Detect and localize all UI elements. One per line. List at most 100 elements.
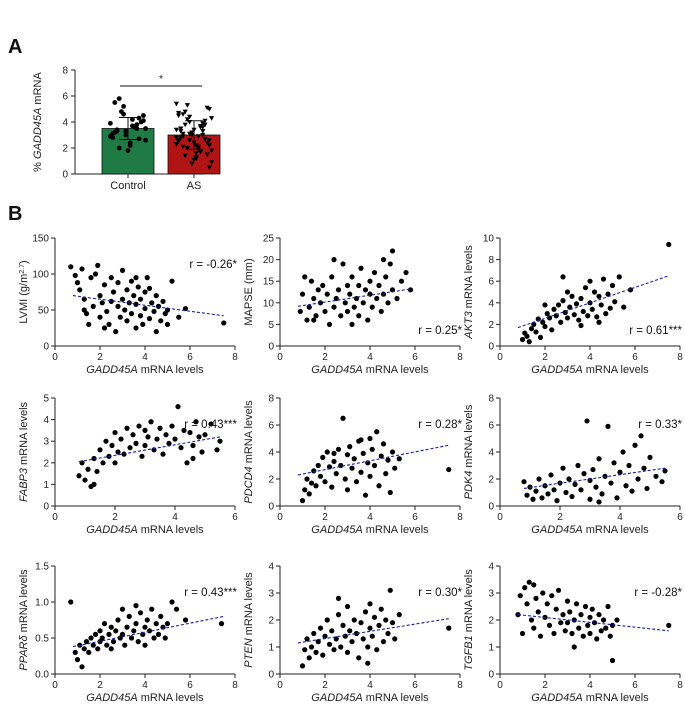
y-tick-label: 0.0	[35, 670, 49, 681]
data-point	[133, 325, 139, 331]
data-point	[396, 456, 402, 462]
as-point	[200, 121, 206, 126]
data-point	[95, 646, 101, 652]
y-tick-label: 4	[268, 562, 274, 573]
data-point	[549, 593, 555, 599]
y-tick-label: 1	[488, 643, 494, 654]
data-point	[573, 301, 580, 307]
data-point	[446, 625, 452, 631]
data-point	[530, 496, 536, 502]
data-point	[582, 285, 589, 291]
trend-line	[78, 436, 221, 463]
data-point	[108, 646, 114, 652]
as-point	[182, 122, 188, 128]
data-point	[142, 427, 148, 433]
data-point	[380, 257, 387, 263]
data-point	[340, 622, 346, 629]
scatter-pdk4: 0 2 4 6 8 0 2 4 6 GADD45A mRNA levels PDK4 mRNA le…	[463, 394, 683, 537]
x-tick-label: 4	[367, 512, 373, 523]
x-tick-label: 2	[557, 512, 563, 523]
y-axis-label: PDCD4 mRNA levels	[243, 400, 255, 504]
data-point	[324, 291, 330, 297]
data-point	[135, 639, 141, 645]
data-point	[546, 315, 553, 321]
correlation-label: r = 0.43***	[184, 419, 237, 431]
data-point	[531, 625, 537, 631]
data-point	[158, 318, 164, 324]
data-point	[365, 317, 371, 323]
as-point	[202, 122, 208, 128]
data-point	[162, 635, 168, 641]
data-point	[383, 274, 389, 280]
x-tick-label: 4	[617, 512, 623, 523]
data-point	[110, 639, 117, 645]
data-point	[158, 613, 164, 620]
data-point	[560, 298, 566, 304]
data-point	[155, 303, 162, 309]
data-point	[108, 624, 114, 630]
y-tick-label: 8	[62, 66, 68, 77]
x-tick-label: 4	[142, 352, 148, 363]
data-point	[74, 657, 81, 663]
data-point	[137, 610, 144, 616]
y-tick-label: 2	[268, 616, 274, 627]
data-point	[110, 289, 117, 295]
data-point	[608, 480, 614, 486]
data-point	[528, 617, 535, 623]
data-point	[380, 441, 387, 447]
y-tick-label: 4	[268, 448, 274, 459]
data-point	[385, 300, 391, 306]
data-point	[299, 291, 306, 297]
data-point	[340, 415, 346, 421]
data-point	[335, 287, 342, 293]
as-point	[173, 101, 179, 107]
x-tick-label: 8	[232, 680, 238, 691]
data-point	[351, 304, 357, 310]
as-point	[204, 105, 210, 111]
data-point	[347, 628, 353, 634]
data-point	[322, 308, 328, 315]
data-point	[360, 636, 366, 642]
data-point	[311, 630, 317, 637]
data-point	[109, 442, 115, 449]
data-point	[542, 323, 548, 330]
as-point	[180, 112, 186, 117]
data-point	[324, 617, 330, 623]
data-point	[594, 636, 600, 642]
data-point	[122, 642, 128, 648]
data-point	[367, 278, 373, 284]
data-point	[396, 612, 402, 618]
data-point	[166, 440, 172, 446]
data-point	[331, 450, 337, 456]
data-point	[358, 437, 364, 443]
y-tick-label: 2	[62, 144, 68, 155]
data-point	[605, 423, 611, 429]
data-point	[81, 646, 87, 652]
as-point	[180, 144, 186, 150]
data-point	[218, 621, 225, 627]
data-point	[617, 469, 623, 475]
data-point	[537, 633, 544, 639]
x-axis-label: GADD45A mRNA levels	[311, 364, 429, 376]
scatter-mapse: 0 5 10 15 20 25 0 2 4 6 8 GADD45A mRNA levels MAPSE …	[243, 234, 463, 377]
as-point	[176, 110, 182, 116]
data-point	[344, 603, 351, 610]
x-axis-label: GADD45A mRNA levels	[311, 524, 429, 536]
data-point	[578, 612, 584, 618]
y-tick-label: 8	[268, 394, 274, 405]
data-point	[351, 617, 357, 623]
as-point	[187, 114, 193, 120]
data-point	[115, 449, 121, 455]
data-point	[569, 293, 575, 299]
data-point	[584, 418, 590, 424]
data-point	[367, 473, 373, 479]
as-point	[209, 148, 215, 154]
y-tick-label: 0	[43, 502, 49, 513]
data-point	[560, 465, 566, 471]
as-point	[180, 134, 186, 139]
data-point	[331, 458, 337, 465]
data-point	[101, 621, 108, 627]
y-tick-label: 0	[268, 502, 274, 513]
data-point	[517, 593, 523, 599]
trend-line	[72, 615, 224, 648]
